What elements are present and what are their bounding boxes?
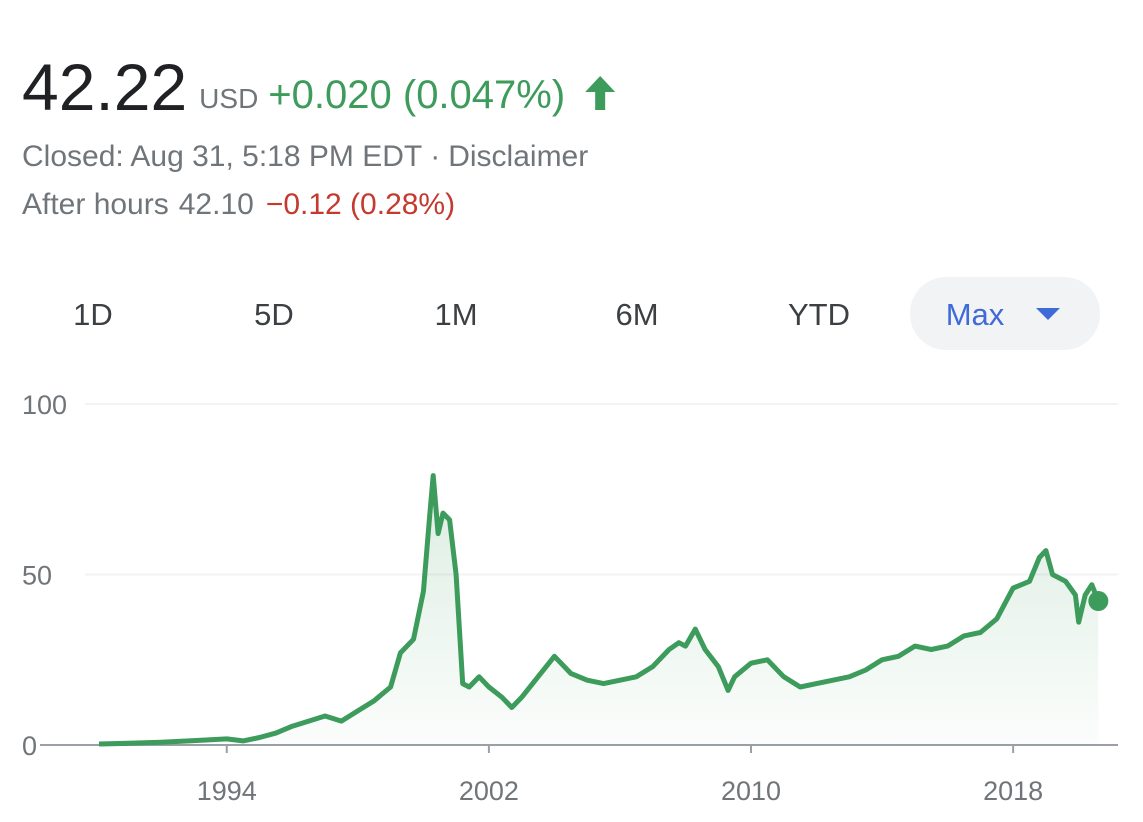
chart: 0 50 100 1994 2002 2010 2018 bbox=[22, 390, 1118, 806]
x-tick-label: 2018 bbox=[983, 776, 1043, 806]
price-line bbox=[98, 473, 1101, 747]
range-tab[interactable]: 6M bbox=[615, 297, 658, 332]
range-tab[interactable]: Max bbox=[946, 297, 1005, 332]
currency: USD bbox=[199, 83, 258, 114]
up-arrow bbox=[585, 76, 616, 110]
y-tick-label: 100 bbox=[22, 390, 67, 420]
last-point bbox=[1088, 591, 1109, 612]
x-tick-label: 2002 bbox=[459, 776, 519, 806]
separator: · bbox=[430, 140, 440, 173]
disclaimer-link[interactable]: Disclaimer bbox=[448, 140, 588, 173]
x-tick-label: 1994 bbox=[197, 776, 257, 806]
after-hours-price: 42.10 bbox=[179, 188, 254, 221]
area bbox=[98, 475, 1099, 745]
selected-tab-bg bbox=[910, 277, 1100, 350]
price: 42.22 bbox=[22, 50, 187, 124]
range-tab[interactable]: 5D bbox=[254, 297, 294, 332]
after-hours-label: After hours bbox=[22, 188, 169, 221]
y-tick-label: 0 bbox=[22, 731, 37, 761]
range-tabs: 1D 5D 1M 6M YTD Max bbox=[73, 277, 1100, 350]
change: +0.020 (0.047%) bbox=[268, 73, 565, 117]
y-tick-label: 50 bbox=[22, 561, 52, 591]
dropdown-caret bbox=[1036, 308, 1060, 320]
range-tab[interactable]: 1D bbox=[73, 297, 113, 332]
arrow-shape bbox=[585, 76, 616, 110]
x-tick-label: 2010 bbox=[721, 776, 781, 806]
after-hours-change: −0.12 (0.28%) bbox=[266, 188, 455, 221]
status: Closed: Aug 31, 5:18 PM EDT bbox=[22, 140, 422, 173]
range-tab[interactable]: YTD bbox=[788, 297, 850, 332]
range-tab[interactable]: 1M bbox=[434, 297, 477, 332]
